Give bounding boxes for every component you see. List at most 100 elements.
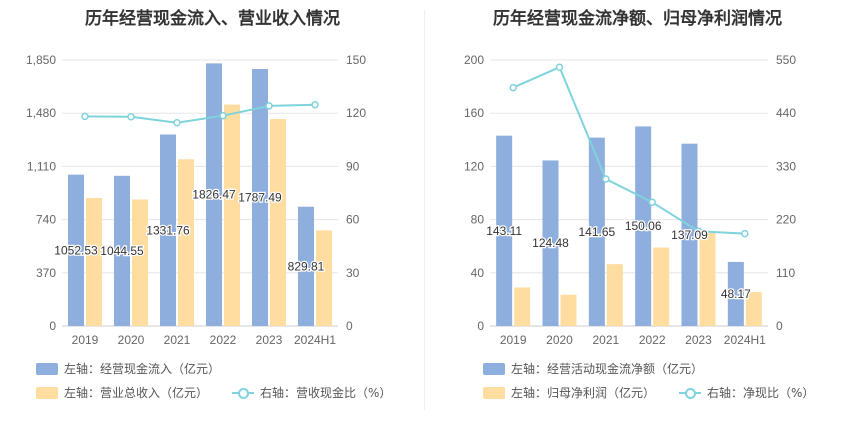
- x-axis-tick-label: 2023: [256, 333, 283, 347]
- bar-data-label: 124.48: [532, 236, 569, 250]
- legend-item-label[interactable]: 左轴：归母净利润（亿元）: [511, 386, 656, 400]
- ratio-point-2023: [694, 227, 703, 235]
- ratio-point-2019: [509, 83, 517, 92]
- left-axis-tick-label: 1,110: [27, 159, 56, 173]
- panel-divider: [424, 10, 425, 410]
- x-axis-tick-label: 2020: [546, 333, 573, 347]
- x-axis-tick-label: 2023: [685, 333, 712, 347]
- bar-2023-secondary: [270, 118, 286, 326]
- legend-item-label[interactable]: 左轴：营业总收入（亿元）: [64, 386, 209, 400]
- bar-2024H1-primary: [298, 206, 314, 326]
- right-axis-tick-label: 110: [776, 266, 795, 280]
- x-axis-tick-label: 2022: [210, 333, 237, 347]
- right-axis-tick-label: 330: [776, 159, 796, 173]
- chart-panel-cash-inflow: 历年经营现金流入、营业收入情况 0 370 740 1,110 1,480 1,850 0 3…: [26, 9, 391, 401]
- bar-2021-primary: [160, 134, 176, 326]
- left-axis-tick-label: 160: [464, 106, 484, 120]
- left-axis-tick-label: 1,850: [26, 53, 56, 67]
- right-axis-tick-label: 550: [776, 53, 796, 67]
- left-axis-tick-label: 1,480: [26, 106, 56, 120]
- left-axis-tick-label: 200: [464, 53, 484, 67]
- bar-data-label: 1826.47: [192, 188, 236, 202]
- bar-2020-primary: [542, 160, 559, 326]
- left-axis-tick-label: 80: [471, 213, 485, 227]
- ratio-point-2023: [265, 102, 273, 110]
- bar-2022-primary: [635, 126, 652, 326]
- chart-canvas: 0 370 740 1,110 1,480 1,850 0 30 60 90 120 150 2019 2…: [26, 53, 366, 347]
- left-axis-tick-label: 740: [36, 213, 56, 227]
- bar-2019-secondary: [86, 198, 102, 326]
- right-axis-tick-label: 440: [776, 106, 796, 120]
- right-axis-tick-label: 90: [346, 159, 360, 173]
- x-axis-tick-label: 2020: [118, 333, 145, 347]
- legend-swatch-line: [679, 387, 702, 399]
- ratio-point-2019: [81, 112, 89, 121]
- right-axis-tick-label: 30: [346, 266, 360, 280]
- left-axis-tick-label: 120: [464, 159, 484, 173]
- x-axis-tick-label: 2021: [164, 333, 191, 347]
- ratio-point-2021: [173, 119, 181, 127]
- bar-2023-secondary: [699, 232, 716, 326]
- x-axis-tick-label: 2024H1: [724, 333, 766, 347]
- bar-2021-primary: [588, 137, 605, 326]
- x-axis-tick-label: 2021: [592, 333, 619, 347]
- legend-item-label[interactable]: 左轴：经营现金流入（亿元）: [64, 362, 221, 376]
- legend-row-2: 左轴：营业总收入（亿元） 右轴：营收现金比（%）: [36, 384, 391, 401]
- bar-2022-primary: [206, 63, 222, 326]
- right-axis-tick-label: 0: [776, 319, 783, 333]
- chart-panel-net-cash: 历年经营现金流净额、归母净利润情况 0 40 80 120 160 200 0 110 220 3…: [425, 0, 850, 437]
- legend-row-2: 左轴：归母净利润（亿元） 右轴：净现比（%）: [483, 384, 814, 401]
- bar-2023-primary: [252, 68, 268, 327]
- chart-title: 历年经营现金流入、营业收入情况: [85, 9, 340, 29]
- bar-2022-secondary: [224, 104, 240, 327]
- right-axis-tick-label: 220: [776, 213, 796, 227]
- legend-item-label[interactable]: 右轴：营收现金比（%）: [260, 386, 392, 400]
- bar-2021-secondary: [178, 159, 194, 326]
- bar-2020-primary: [114, 175, 130, 326]
- bar-2023-primary: [681, 143, 698, 326]
- bar-data-label: 137.09: [671, 228, 708, 242]
- bar-2019-primary: [68, 174, 84, 326]
- right-axis-tick-label: 150: [346, 53, 366, 67]
- bar-data-label: 48.17: [721, 287, 751, 301]
- bar-data-label: 1787.49: [238, 190, 282, 204]
- legend-item-label[interactable]: 右轴：净现比（%）: [707, 386, 815, 400]
- bar-data-label: 1331.76: [146, 223, 190, 237]
- x-axis-tick-label: 2022: [639, 333, 666, 347]
- bar-2020-secondary: [132, 199, 148, 326]
- bar-2022-secondary: [653, 247, 670, 326]
- left-axis-tick-label: 0: [477, 319, 484, 333]
- bar-2024H1-secondary: [745, 292, 762, 326]
- legend-row-1: 左轴：经营活动现金流净额（亿元）: [483, 360, 703, 377]
- bar-2020-secondary: [560, 294, 577, 326]
- legend-swatch-bar-orange: [483, 386, 505, 399]
- bar-2021-secondary: [606, 264, 623, 326]
- bar-data-label: 829.81: [288, 259, 325, 273]
- ratio-line: [512, 65, 745, 235]
- right-axis-tick-label: 120: [346, 106, 366, 120]
- ratio-point-2020: [127, 112, 135, 121]
- x-axis-tick-label: 2024H1: [294, 333, 336, 347]
- bar-2019-secondary: [514, 287, 531, 326]
- right-axis-tick-label: 60: [346, 213, 360, 227]
- bar-data-label: 1044.55: [100, 244, 144, 258]
- legend-swatch-bar-orange: [36, 386, 58, 399]
- legend-swatch-line: [232, 387, 255, 399]
- chart-title: 历年经营现金流净额、归母净利润情况: [493, 9, 782, 29]
- left-axis-tick-label: 370: [36, 266, 56, 280]
- bar-2024H1-primary: [727, 261, 744, 326]
- bar-data-label: 143.11: [486, 224, 522, 238]
- ratio-point-2024H1: [741, 229, 749, 238]
- legend-item-label[interactable]: 左轴：经营活动现金流净额（亿元）: [511, 362, 704, 376]
- chart-canvas: 0 40 80 120 160 200 0 110 220 330 440 550 2019 2020 20…: [464, 53, 796, 347]
- legend-swatch-bar-blue: [483, 362, 505, 375]
- ratio-point-2021: [602, 175, 610, 183]
- bar-data-label: 150.06: [625, 219, 662, 233]
- ratio-line: [84, 103, 316, 124]
- x-axis-tick-label: 2019: [72, 333, 99, 347]
- ratio-point-2022: [219, 111, 227, 120]
- bar-data-label: 141.65: [578, 225, 615, 239]
- bar-2024H1-secondary: [316, 230, 332, 326]
- ratio-point-2020: [555, 63, 564, 72]
- left-axis-tick-label: 0: [49, 319, 56, 333]
